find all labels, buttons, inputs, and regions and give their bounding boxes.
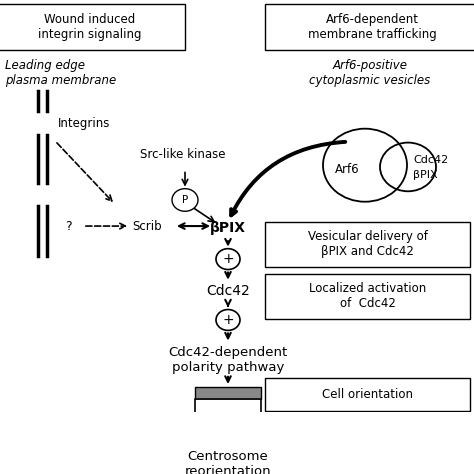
Text: Arf6-positive
cytoplasmic vesicles: Arf6-positive cytoplasmic vesicles xyxy=(310,59,430,87)
Text: Src-like kinase: Src-like kinase xyxy=(140,148,226,161)
Text: +: + xyxy=(222,252,234,266)
Text: Cell orientation: Cell orientation xyxy=(322,388,413,401)
Text: Scrib: Scrib xyxy=(132,219,162,233)
Polygon shape xyxy=(178,399,278,443)
Bar xyxy=(195,387,261,399)
Text: Wound induced
integrin signaling: Wound induced integrin signaling xyxy=(38,13,142,41)
Text: Cdc42: Cdc42 xyxy=(413,155,448,165)
Circle shape xyxy=(172,189,198,211)
Bar xyxy=(0,4,185,50)
Text: Integrins: Integrins xyxy=(58,117,110,130)
Text: +: + xyxy=(222,313,234,327)
Text: Centrosome
reorientation: Centrosome reorientation xyxy=(185,450,271,474)
Text: Localized activation
of  Cdc42: Localized activation of Cdc42 xyxy=(309,283,426,310)
Bar xyxy=(265,274,470,319)
Text: ?: ? xyxy=(64,219,71,233)
Text: βPIX: βPIX xyxy=(210,221,246,235)
Text: Arf6: Arf6 xyxy=(335,163,359,176)
Text: P: P xyxy=(182,195,188,205)
Bar xyxy=(265,378,470,411)
Text: Vesicular delivery of
βPIX and Cdc42: Vesicular delivery of βPIX and Cdc42 xyxy=(308,230,428,258)
Text: Cdc42: Cdc42 xyxy=(206,284,250,298)
Bar xyxy=(265,4,474,50)
Text: Leading edge
plasma membrane: Leading edge plasma membrane xyxy=(5,59,116,87)
Text: Cdc42-dependent
polarity pathway: Cdc42-dependent polarity pathway xyxy=(168,346,288,374)
Bar xyxy=(265,222,470,267)
Text: Arf6-dependent
membrane trafficking: Arf6-dependent membrane trafficking xyxy=(308,13,437,41)
Text: βPIX: βPIX xyxy=(413,170,438,180)
